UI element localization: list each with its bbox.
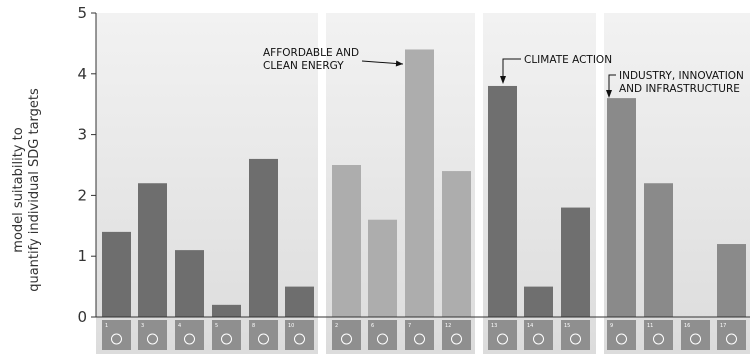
sdg-7-icon	[405, 320, 434, 350]
annotation-sdg-9-line-2: AND INFRASTRUCTURE	[619, 83, 740, 95]
bar-sdg-12	[442, 171, 471, 317]
sdg-7-icon-number: 7	[408, 323, 411, 329]
sdg-5-icon	[212, 320, 241, 350]
annotation-sdg-13-line-1: CLIMATE ACTION	[524, 54, 612, 66]
sdg-14-icon-number: 14	[527, 323, 533, 329]
sdg-10-icon	[285, 320, 314, 350]
bar-sdg-13	[488, 85, 517, 318]
sdg-3-icon	[138, 320, 167, 350]
annotation-sdg-7-line-1: AFFORDABLE AND	[263, 47, 359, 59]
bar-sdg-3	[138, 183, 167, 317]
sdg-12-icon-glyph	[451, 333, 462, 345]
annotation-arrow-sdg-7	[361, 60, 404, 67]
sdg-2-icon	[332, 320, 361, 350]
y-axis-label-line-2: quantify individual SDG targets	[27, 88, 42, 292]
sdg-12-icon	[442, 320, 471, 350]
sdg-13-icon-glyph	[497, 333, 508, 345]
y-tick-label: 2	[77, 186, 87, 204]
sdg-14-icon-glyph	[533, 333, 544, 345]
sdg-13-icon-number: 13	[491, 323, 497, 329]
sdg-13-icon	[488, 320, 517, 350]
sdg-6-icon	[368, 320, 397, 350]
y-tick-label: 3	[77, 126, 87, 144]
group-panel-1	[96, 13, 318, 354]
sdg-1-icon-number: 1	[105, 323, 108, 329]
bar-sdg-4	[175, 250, 204, 317]
sdg-11-icon-glyph	[653, 333, 664, 345]
y-axis-label-line-1: model suitability to	[11, 127, 26, 252]
sdg-3-icon-number: 3	[141, 323, 144, 329]
sdg-9-icon-glyph	[616, 333, 627, 345]
sdg-17-icon	[717, 320, 746, 350]
sdg-12-icon-number: 12	[445, 323, 451, 329]
sdg-9-icon	[607, 320, 636, 350]
bar-sdg-2	[332, 165, 361, 317]
sdg-16-icon-glyph	[690, 333, 701, 345]
bar-sdg-17	[717, 244, 746, 317]
annotation-sdg-7-line-2: CLEAN ENERGY	[263, 60, 344, 72]
sdg-16-icon	[681, 320, 710, 350]
sdg-7-icon-glyph	[414, 333, 425, 345]
sdg-15-icon-glyph	[570, 333, 581, 345]
bar-sdg-15	[561, 207, 590, 317]
bar-sdg-7	[405, 49, 434, 317]
sdg-8-icon	[249, 320, 278, 350]
sdg-15-icon-number: 15	[564, 323, 570, 329]
sdg-icons: 1 3 4 5 8 10 2 6 7 12 13 14 15 9 11 16 17	[102, 320, 746, 350]
sdg-6-icon-glyph	[377, 333, 388, 345]
sdg-15-icon	[561, 320, 590, 350]
bar-sdg-9	[607, 98, 636, 318]
y-tick-label: 0	[77, 308, 87, 326]
bar-sdg-6	[368, 219, 397, 317]
sdg-4-icon-glyph	[184, 333, 195, 345]
annotation-arrow-sdg-13	[500, 58, 521, 84]
sdg-16-icon-number: 16	[684, 323, 690, 329]
bar-sdg-14	[524, 286, 553, 317]
sdg-2-icon-number: 2	[335, 323, 338, 329]
sdg-4-icon	[175, 320, 204, 350]
sdg-9-icon-number: 9	[610, 323, 613, 329]
sdg-11-icon	[644, 320, 673, 350]
bar-sdg-11	[644, 183, 673, 317]
sdg-6-icon-number: 6	[371, 323, 374, 329]
bar-sdg-8	[249, 158, 278, 317]
bar-sdg-5	[212, 304, 241, 317]
sdg-10-icon-glyph	[294, 333, 305, 345]
sdg-5-icon-glyph	[221, 333, 232, 345]
sdg-10-icon-number: 10	[288, 323, 294, 329]
bar-sdg-1	[102, 231, 131, 317]
sdg-8-icon-number: 8	[252, 323, 255, 329]
sdg-1-icon	[102, 320, 131, 350]
sdg-8-icon-glyph	[258, 333, 269, 345]
sdg-14-icon	[524, 320, 553, 350]
y-tick-label: 5	[77, 4, 87, 22]
sdg-17-icon-glyph	[726, 333, 737, 345]
sdg-4-icon-number: 4	[178, 323, 181, 329]
annotation-arrow-sdg-9	[606, 74, 616, 98]
sdg-3-icon-glyph	[147, 333, 158, 345]
y-tick-label: 1	[77, 247, 87, 265]
sdg-2-icon-glyph	[341, 333, 352, 345]
sdg-11-icon-number: 11	[647, 323, 653, 329]
sdg-17-icon-number: 17	[720, 323, 726, 329]
sdg-5-icon-number: 5	[215, 323, 218, 329]
bar-sdg-10	[285, 286, 314, 317]
y-tick-label: 4	[77, 65, 87, 83]
annotation-sdg-9-line-1: INDUSTRY, INNOVATION	[619, 70, 744, 82]
sdg-1-icon-glyph	[111, 333, 122, 345]
bars	[102, 49, 746, 318]
